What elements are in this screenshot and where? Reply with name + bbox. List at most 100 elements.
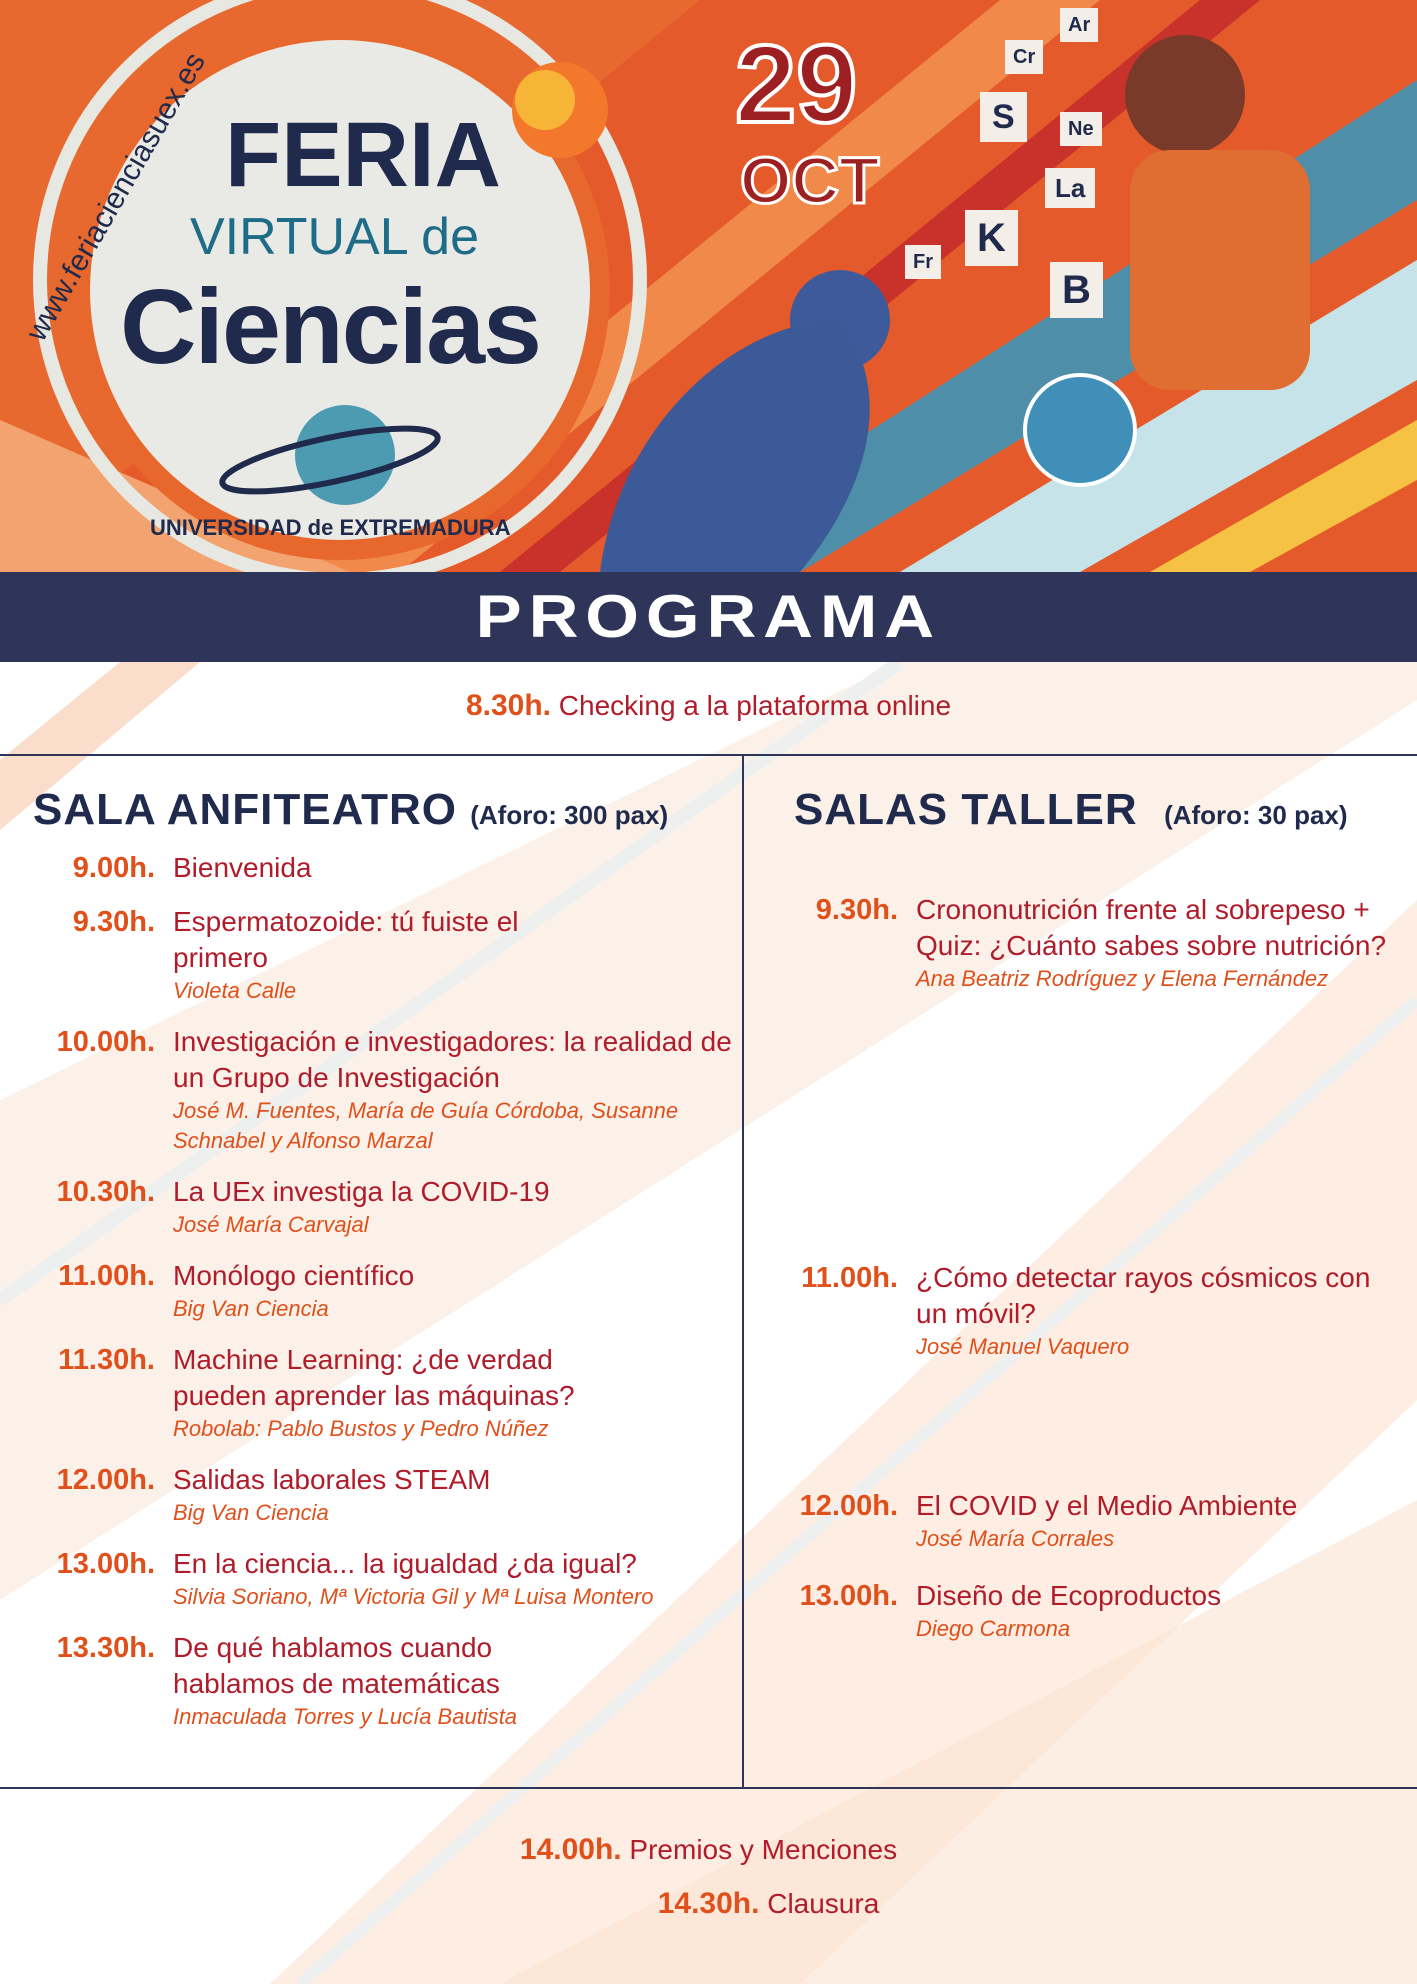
left-heading-title: SALA ANFITEATRO bbox=[33, 785, 457, 834]
element-tile: La bbox=[1045, 168, 1096, 208]
item-speaker: Inmaculada Torres y Lucía Bautista bbox=[173, 1704, 518, 1729]
divider-bottom bbox=[0, 1787, 1417, 1789]
checkin-time: 8.30h. bbox=[465, 689, 552, 722]
item-content: Bienvenida bbox=[173, 850, 733, 886]
closing-title: Premios y Menciones bbox=[629, 1834, 898, 1865]
right-heading-title: SALAS TALLER bbox=[794, 785, 1138, 834]
item-time: 10.00h. bbox=[56, 1026, 155, 1058]
item-speaker: Robolab: Pablo Bustos y Pedro Núñez bbox=[173, 1416, 549, 1441]
item-time: 9.00h. bbox=[72, 852, 155, 884]
element-tile: Ne bbox=[1060, 112, 1102, 146]
item-time: 13.30h. bbox=[56, 1632, 155, 1664]
item-title: Salidas laborales STEAM bbox=[173, 1464, 491, 1495]
banner-title: PROGRAMA bbox=[475, 583, 942, 650]
element-tile: Cr bbox=[1005, 40, 1044, 74]
schedule-item: 9.00h. Bienvenida bbox=[0, 850, 742, 886]
logo-feria: FERIA bbox=[225, 104, 501, 206]
schedule-item: 9.30h. Espermatozoide: tú fuiste el prime… bbox=[0, 904, 742, 1006]
left-schedule: 9.00h. Bienvenida 9.30h. Espermatozoide: tú… bbox=[0, 850, 742, 1732]
schedule-item: 11.00h. Monólogo científico Big Van Cienci… bbox=[0, 1258, 742, 1324]
item-title: ¿Cómo detectar rayos cósmicos con un móv… bbox=[916, 1262, 1371, 1329]
logo-virtual: VIRTUAL de bbox=[190, 208, 480, 266]
item-content: El COVID y el Medio Ambiente José María C… bbox=[916, 1488, 1396, 1554]
item-speaker: José Manuel Vaquero bbox=[916, 1334, 1130, 1359]
item-title: De qué hablamos cuando hablamos de matem… bbox=[173, 1632, 500, 1699]
closing-item: 14.00h. Premios y Menciones bbox=[0, 1830, 1417, 1870]
item-title: Machine Learning: ¿de verdad pueden apre… bbox=[173, 1344, 575, 1411]
item-content: En la ciencia... la igualdad ¿da igual? S… bbox=[173, 1546, 733, 1612]
divider-top bbox=[0, 754, 1417, 756]
left-capacity: (Aforo: 300 pax) bbox=[470, 800, 669, 830]
schedule-item: 12.00h. Salidas laborales STEAM Big Van Ci… bbox=[0, 1462, 742, 1528]
header-artwork: www.feriacienciasuex.es FERIA VIRTUAL de… bbox=[0, 0, 1417, 572]
date-month: OCT bbox=[738, 143, 880, 217]
item-speaker: Diego Carmona bbox=[916, 1616, 1071, 1641]
element-tile: B bbox=[1050, 262, 1103, 318]
left-heading: SALA ANFITEATRO (Aforo: 300 pax) bbox=[33, 783, 668, 842]
item-speaker: Violeta Calle bbox=[173, 978, 297, 1003]
schedule-item: 13.00h. Diseño de Ecoproductos Diego Carmo… bbox=[745, 1578, 1396, 1644]
item-time: 11.00h. bbox=[58, 1260, 155, 1292]
element-tile: K bbox=[965, 210, 1018, 266]
item-speaker: Silvia Soriano, Mª Victoria Gil y Mª Lui… bbox=[173, 1584, 654, 1609]
item-time: 12.00h. bbox=[799, 1490, 898, 1522]
item-title: La UEx investiga la COVID-19 bbox=[173, 1176, 550, 1207]
programa-banner: PROGRAMA bbox=[0, 572, 1417, 662]
item-content: Investigación e investigadores: la reali… bbox=[173, 1024, 733, 1156]
item-title: El COVID y el Medio Ambiente bbox=[916, 1490, 1298, 1521]
item-time: 11.30h. bbox=[58, 1344, 155, 1376]
item-content: Machine Learning: ¿de verdad pueden apre… bbox=[173, 1342, 593, 1444]
schedule-item: 11.00h. ¿Cómo detectar rayos cósmicos con… bbox=[745, 1260, 1396, 1362]
schedule-item: 10.30h. La UEx investiga la COVID-19 José … bbox=[0, 1174, 742, 1240]
closing-time: 14.30h. bbox=[657, 1887, 760, 1920]
item-title: Crononutrición frente al sobrepeso + Qui… bbox=[916, 894, 1387, 961]
item-speaker: José María Corrales bbox=[916, 1526, 1115, 1551]
schedule-item: 10.00h. Investigación e investigadores: l… bbox=[0, 1024, 742, 1156]
item-content: Espermatozoide: tú fuiste el primero Viol… bbox=[173, 904, 593, 1006]
item-speaker: Big Van Ciencia bbox=[173, 1500, 329, 1525]
item-content: Diseño de Ecoproductos Diego Carmona bbox=[916, 1578, 1396, 1644]
element-tile: Fr bbox=[905, 245, 941, 279]
item-title: Espermatozoide: tú fuiste el primero bbox=[173, 906, 519, 973]
checkin-title: Checking a la plataforma online bbox=[558, 690, 952, 721]
closing-time: 14.00h. bbox=[519, 1833, 622, 1866]
item-time: 11.00h. bbox=[801, 1262, 898, 1294]
checkin-line: 8.30h. Checking a la plataforma online bbox=[0, 688, 1417, 724]
item-content: ¿Cómo detectar rayos cósmicos con un móv… bbox=[916, 1260, 1396, 1362]
divider-vertical bbox=[742, 755, 744, 1789]
schedule-item: 11.30h. Machine Learning: ¿de verdad pued… bbox=[0, 1342, 742, 1444]
item-time: 13.00h. bbox=[799, 1580, 898, 1612]
right-heading: SALAS TALLER (Aforo: 30 pax) bbox=[794, 783, 1348, 842]
schedule-item: 12.00h. El COVID y el Medio Ambiente José … bbox=[745, 1488, 1396, 1554]
item-title: En la ciencia... la igualdad ¿da igual? bbox=[173, 1548, 637, 1579]
item-title: Investigación e investigadores: la reali… bbox=[173, 1026, 732, 1093]
logo-university: UNIVERSIDAD de EXTREMADURA bbox=[150, 515, 511, 540]
right-capacity: (Aforo: 30 pax) bbox=[1164, 800, 1348, 830]
item-content: Crononutrición frente al sobrepeso + Qui… bbox=[916, 892, 1396, 994]
closing-item: 14.30h. Clausura bbox=[0, 1884, 1417, 1924]
date-day: 29 bbox=[733, 23, 859, 146]
element-tile: S bbox=[980, 92, 1027, 142]
item-time: 12.00h. bbox=[56, 1464, 155, 1496]
item-title: Bienvenida bbox=[173, 852, 312, 883]
item-speaker: José M. Fuentes, María de Guía Córdoba, … bbox=[173, 1098, 679, 1153]
item-title: Diseño de Ecoproductos bbox=[916, 1580, 1222, 1611]
item-time: 9.30h. bbox=[72, 906, 155, 938]
schedule-item: 13.30h. De qué hablamos cuando hablamos d… bbox=[0, 1630, 742, 1732]
item-speaker: José María Carvajal bbox=[173, 1212, 369, 1237]
item-content: De qué hablamos cuando hablamos de matem… bbox=[173, 1630, 593, 1732]
closing-title: Clausura bbox=[767, 1888, 880, 1919]
item-speaker: Ana Beatriz Rodríguez y Elena Fernández bbox=[916, 966, 1329, 991]
item-content: Salidas laborales STEAM Big Van Ciencia bbox=[173, 1462, 733, 1528]
element-tile: Ar bbox=[1060, 8, 1099, 42]
item-content: La UEx investiga la COVID-19 José María C… bbox=[173, 1174, 733, 1240]
schedule-item: 9.30h. Crononutrición frente al sobrepeso… bbox=[745, 892, 1396, 994]
item-content: Monólogo científico Big Van Ciencia bbox=[173, 1258, 733, 1324]
item-speaker: Big Van Ciencia bbox=[173, 1296, 329, 1321]
logo-ciencias: Ciencias bbox=[120, 268, 542, 386]
item-time: 9.30h. bbox=[815, 894, 898, 926]
item-title: Monólogo científico bbox=[173, 1260, 415, 1291]
item-time: 10.30h. bbox=[56, 1176, 155, 1208]
item-time: 13.00h. bbox=[56, 1548, 155, 1580]
schedule-item: 13.00h. En la ciencia... la igualdad ¿da … bbox=[0, 1546, 742, 1612]
